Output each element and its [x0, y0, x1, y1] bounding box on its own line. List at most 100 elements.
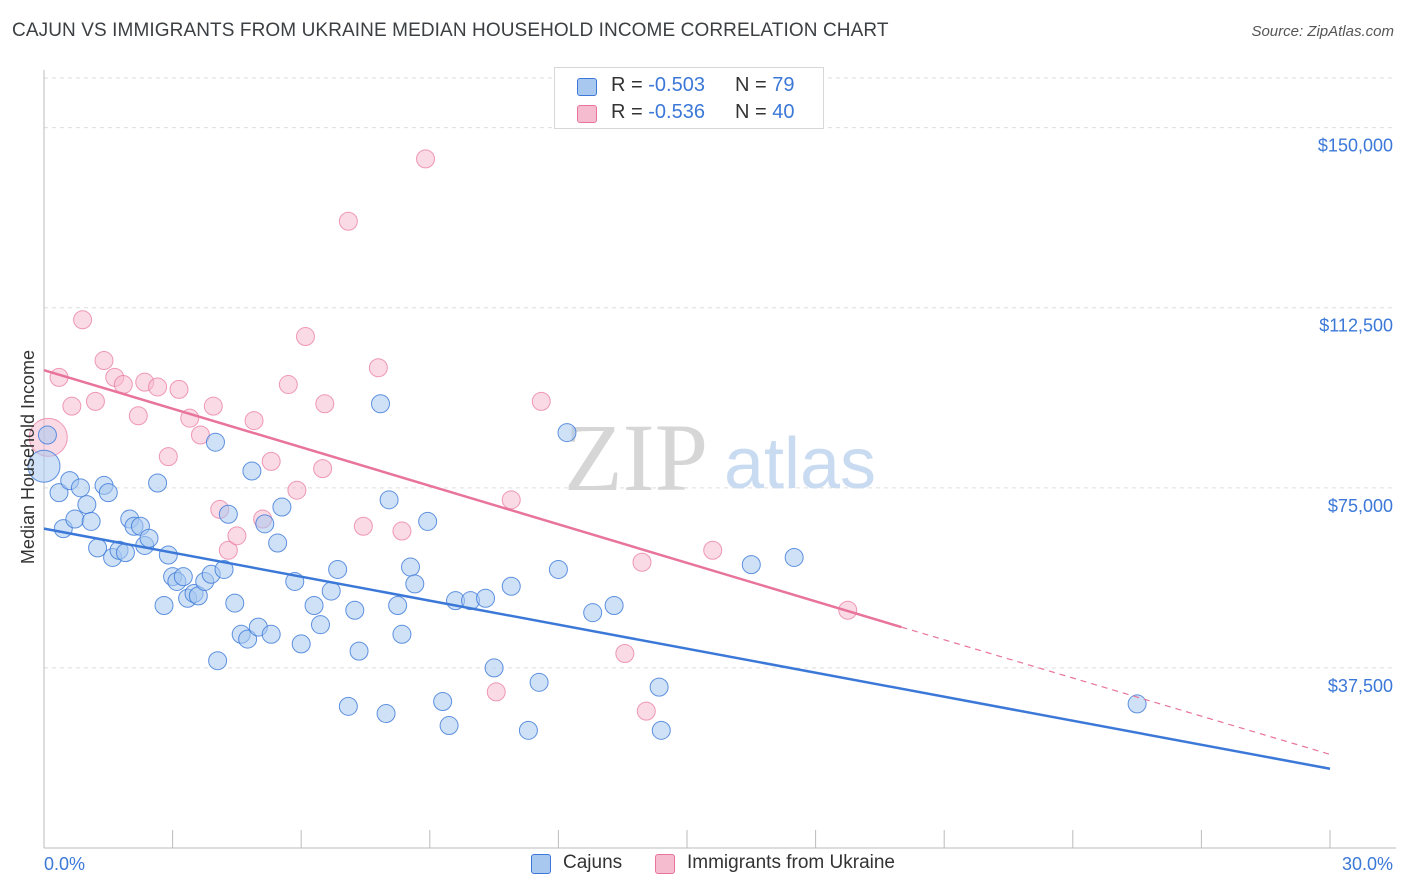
point-ukraine — [636, 701, 656, 721]
point-ukraine — [287, 480, 307, 500]
point-ukraine — [158, 447, 178, 467]
point-cajuns — [255, 514, 275, 534]
point-cajuns — [321, 581, 341, 601]
point-ukraine — [203, 396, 223, 416]
point-cajuns — [158, 545, 178, 565]
point-ukraine — [278, 375, 298, 395]
point-cajuns — [65, 509, 85, 529]
point-ukraine — [73, 310, 93, 330]
point-cajuns — [225, 593, 245, 613]
point-ukraine — [295, 327, 315, 347]
point-cajuns — [784, 547, 804, 567]
trend-line-cajuns — [43, 527, 1331, 770]
watermark-atlas: atlas — [724, 424, 876, 504]
legend-label-ukraine: Immigrants from Ukraine — [687, 852, 895, 873]
point-cajuns — [49, 483, 69, 503]
y-tick-label: $112,500 — [1319, 316, 1393, 336]
point-cajuns — [310, 615, 330, 635]
series-cajuns — [27, 394, 1147, 740]
gridlines — [44, 77, 1396, 669]
point-cajuns — [81, 511, 101, 531]
cajuns-swatch — [577, 78, 597, 96]
point-cajuns — [651, 720, 671, 740]
point-cajuns — [242, 461, 262, 481]
ukraine-swatch — [577, 105, 597, 123]
stats-legend: R = -0.503 N = 79 R = -0.536 N = 40 — [554, 67, 824, 129]
point-ukraine — [218, 540, 238, 560]
legend-label-cajuns: Cajuns — [563, 852, 623, 873]
source-label: Source: ZipAtlas.com — [1251, 23, 1394, 40]
point-cajuns — [604, 595, 624, 615]
point-cajuns — [439, 716, 459, 736]
point-ukraine — [227, 526, 247, 546]
point-cajuns — [405, 574, 425, 594]
r-label: R = — [611, 74, 643, 96]
point-cajuns — [328, 559, 348, 579]
r-label: R = — [611, 101, 643, 123]
point-cajuns — [345, 600, 365, 620]
r-value: -0.503 — [648, 74, 705, 96]
point-cajuns — [379, 490, 399, 510]
point-cajuns — [37, 425, 57, 445]
point-cajuns — [77, 495, 97, 515]
point-cajuns — [173, 567, 193, 587]
point-ukraine — [703, 540, 723, 560]
y-tick-label: $37,500 — [1328, 676, 1393, 696]
point-cajuns — [476, 588, 496, 608]
watermark: ZIP atlas — [564, 404, 876, 511]
point-ukraine — [85, 391, 105, 411]
chart-title: CAJUN VS IMMIGRANTS FROM UKRAINE MEDIAN … — [12, 20, 889, 41]
point-cajuns — [518, 720, 538, 740]
n-label: N = — [735, 74, 767, 96]
point-cajuns — [401, 557, 421, 577]
y-axis-label: Median Household Income — [18, 350, 38, 564]
point-ukraine — [169, 379, 189, 399]
point-cajuns — [115, 543, 135, 563]
point-cajuns — [304, 595, 324, 615]
trend-line-ukraine-extension — [901, 626, 1331, 755]
series-immigrants-from-ukraine — [28, 149, 858, 721]
r-value: -0.536 — [648, 101, 705, 123]
series-legend: Cajuns Immigrants from Ukraine — [0, 852, 1406, 878]
trend-line-ukraine — [43, 368, 902, 629]
point-cajuns — [139, 528, 159, 548]
point-ukraine — [313, 459, 333, 479]
point-cajuns — [433, 692, 453, 712]
point-ukraine — [353, 516, 373, 536]
ukraine-legend-swatch — [655, 854, 675, 874]
point-cajuns — [154, 595, 174, 615]
axes — [43, 70, 1396, 849]
point-ukraine — [94, 351, 114, 371]
point-cajuns — [205, 432, 225, 452]
point-ukraine — [261, 451, 281, 471]
point-ukraine — [368, 358, 388, 378]
point-cajuns — [268, 533, 288, 553]
y-tick-labels: $37,500 $75,000 $112,500 $150,000 — [1318, 136, 1393, 696]
point-cajuns — [376, 704, 396, 724]
point-ukraine — [62, 396, 82, 416]
point-ukraine — [148, 377, 168, 397]
point-ukraine — [615, 644, 635, 663]
point-cajuns — [148, 473, 168, 493]
point-cajuns — [741, 555, 761, 575]
y-tick-label: $75,000 — [1328, 496, 1393, 516]
point-ukraine — [315, 394, 335, 414]
x-tick-labels: 0.0% 30.0% — [44, 854, 1393, 874]
point-cajuns — [272, 497, 292, 517]
point-cajuns — [98, 483, 118, 503]
point-cajuns — [501, 576, 521, 596]
point-cajuns — [484, 658, 504, 678]
point-ukraine — [486, 682, 506, 702]
point-cajuns — [349, 641, 369, 661]
cajuns-legend-swatch — [531, 854, 551, 874]
point-ukraine — [501, 490, 521, 510]
point-ukraine — [244, 411, 264, 431]
n-label: N = — [735, 101, 767, 123]
point-ukraine — [338, 211, 358, 231]
point-ukraine — [632, 552, 652, 572]
point-cajuns — [208, 651, 228, 671]
point-cajuns — [214, 559, 234, 579]
n-value: 79 — [772, 74, 795, 96]
x-tick-label: 0.0% — [44, 854, 85, 874]
point-cajuns — [261, 624, 281, 644]
